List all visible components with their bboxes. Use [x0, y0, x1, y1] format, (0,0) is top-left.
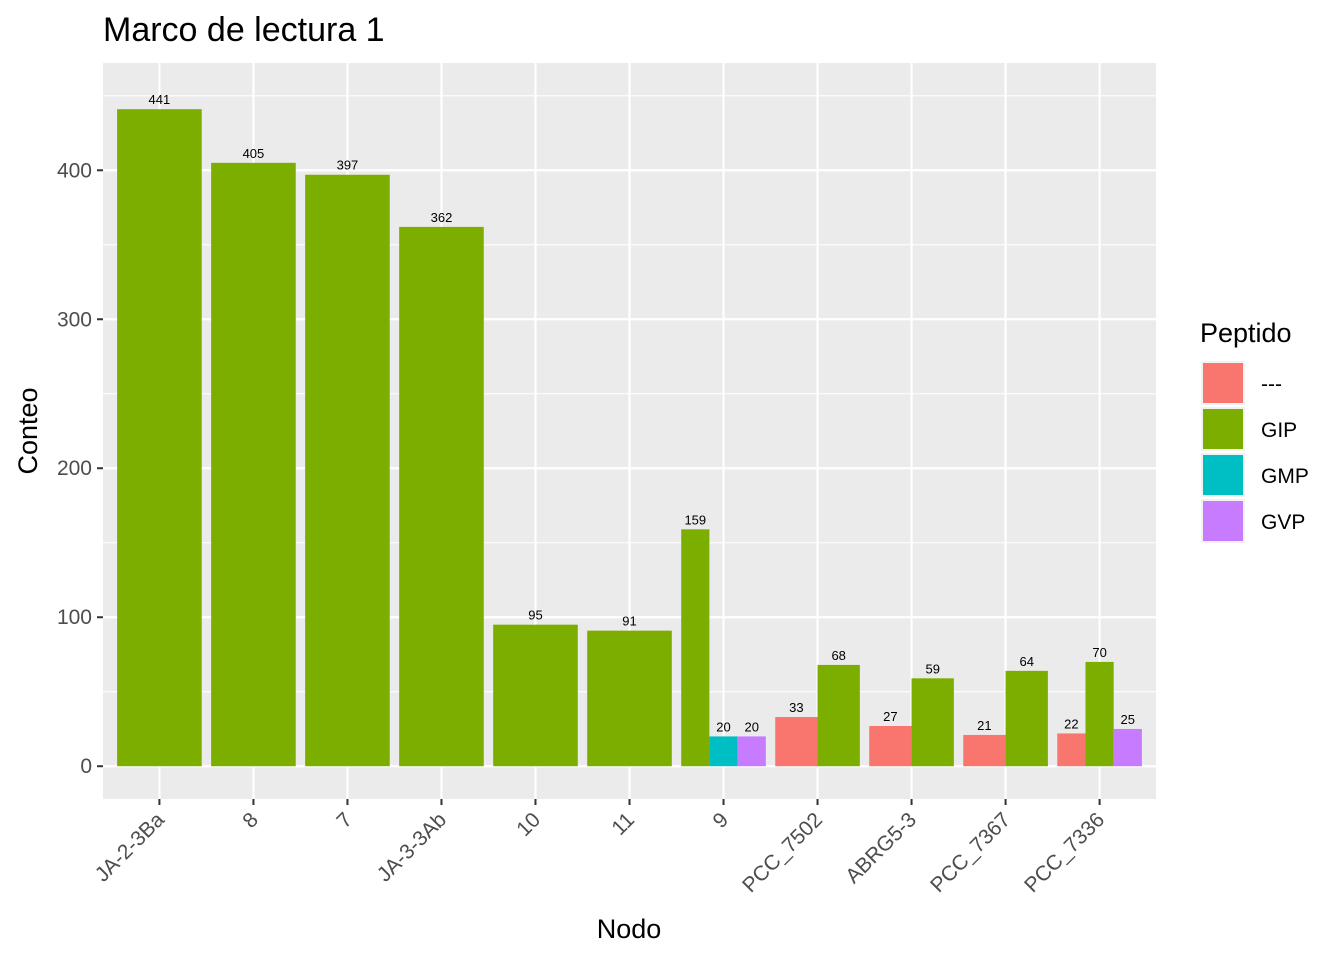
x-tick-label: JA-2-3Ba [91, 808, 169, 886]
bars [117, 109, 1142, 767]
chart-title: Marco de lectura 1 [103, 11, 385, 49]
data-label: 91 [622, 614, 636, 629]
y-axis-title: Conteo [13, 387, 43, 474]
legend-label: GIP [1261, 419, 1297, 442]
bar [911, 678, 954, 767]
y-tick-label: 300 [57, 308, 92, 331]
legend-label: --- [1261, 373, 1282, 396]
data-label: 20 [744, 719, 758, 734]
x-tick-label: PCC_7502 [738, 808, 827, 897]
x-tick-label: 9 [709, 808, 734, 833]
bar [493, 624, 578, 767]
x-tick-label: 8 [238, 808, 263, 833]
bar [963, 734, 1006, 767]
data-label: 68 [831, 648, 845, 663]
data-label: 362 [431, 210, 453, 225]
data-labels: 441 405 397 362 95 91 159 20 20 33 68 27 59 21 64 22 70 2… [149, 92, 1135, 734]
legend-swatch [1203, 455, 1243, 495]
legend-swatch [1203, 363, 1243, 403]
data-label: 397 [337, 158, 359, 173]
data-label: 22 [1064, 716, 1078, 731]
bar [681, 529, 710, 767]
bar [1113, 728, 1142, 767]
data-label: 20 [716, 719, 730, 734]
bar [869, 725, 912, 767]
legend-swatch [1203, 409, 1243, 449]
x-tick-label: PCC_7367 [926, 808, 1015, 897]
data-label: 64 [1019, 654, 1033, 669]
data-label: 405 [243, 146, 265, 161]
data-label: 95 [528, 608, 542, 623]
y-tick-label: 400 [57, 159, 92, 182]
data-label: 33 [789, 700, 803, 715]
x-axis: JA-2-3Ba 8 7 JA-3-3Ab 10 11 9 PCC_7502 ABRG5-3 PC… [91, 799, 1109, 897]
legend-swatch [1203, 501, 1243, 541]
legend-title: Peptido [1200, 318, 1292, 348]
bar [709, 736, 738, 767]
x-tick-label: 7 [332, 808, 357, 833]
x-tick-label: PCC_7336 [1020, 808, 1109, 897]
x-tick-label: JA-3-3Ab [373, 808, 451, 886]
bar [305, 174, 390, 767]
bar [1005, 670, 1048, 767]
data-label: 70 [1092, 645, 1106, 660]
bar [737, 736, 766, 767]
bar [587, 630, 672, 767]
y-axis: 0 100 200 300 400 [57, 159, 103, 778]
data-label: 27 [883, 709, 897, 724]
bar [817, 664, 860, 767]
data-label: 441 [149, 92, 171, 107]
x-tick-label: 11 [607, 808, 639, 840]
x-tick-label: 10 [512, 808, 545, 841]
x-axis-title: Nodo [597, 914, 662, 944]
bar [1057, 733, 1086, 767]
y-tick-label: 100 [57, 606, 92, 629]
bar [775, 717, 818, 767]
bar [399, 226, 484, 767]
bar [117, 109, 202, 767]
data-label: 21 [977, 718, 991, 733]
data-label: 159 [684, 512, 706, 527]
legend-label: GVP [1261, 511, 1305, 534]
legend-label: GMP [1261, 465, 1309, 488]
y-tick-label: 0 [80, 755, 92, 778]
data-label: 59 [925, 661, 939, 676]
y-tick-label: 200 [57, 457, 92, 480]
bar [211, 162, 296, 767]
legend: Peptido --- GIP GMP GVP [1200, 318, 1309, 543]
x-tick-label: ABRG5-3 [841, 808, 921, 888]
bar [1085, 661, 1114, 767]
data-label: 25 [1121, 712, 1135, 727]
